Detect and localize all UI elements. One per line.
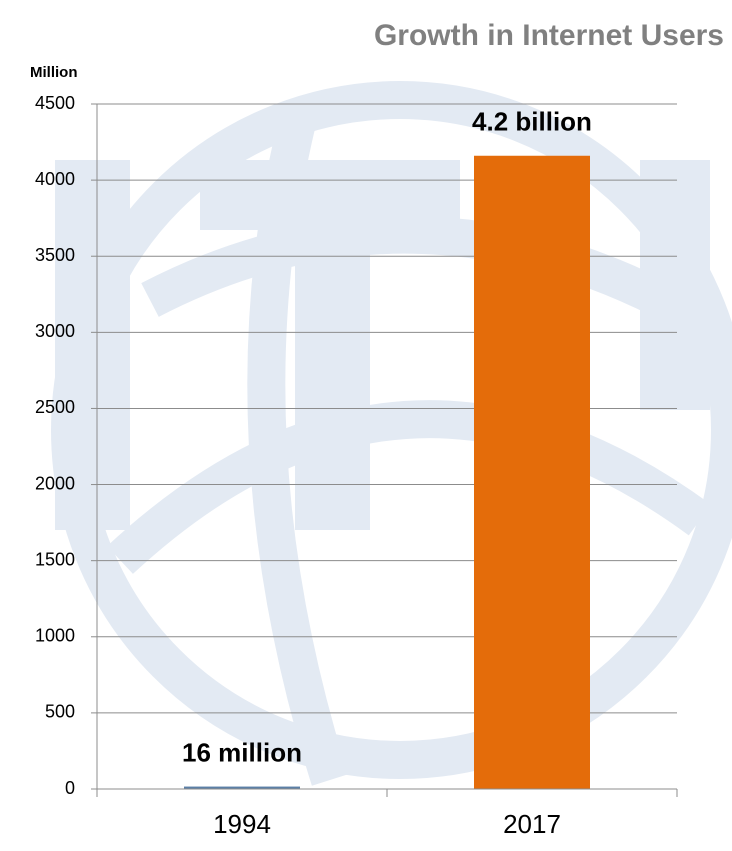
- x-tick-label: 2017: [503, 809, 561, 839]
- x-tick-label: 1994: [213, 809, 271, 839]
- bar: [474, 155, 590, 789]
- data-label: 16 million: [182, 737, 302, 767]
- y-tick-label: 0: [65, 778, 75, 798]
- y-tick-label: 4000: [35, 169, 75, 189]
- y-axis-label: Million: [30, 64, 78, 81]
- y-tick-label: 2000: [35, 473, 75, 493]
- y-tick-label: 3000: [35, 321, 75, 341]
- y-tick-label: 2500: [35, 397, 75, 417]
- y-tick-label: 1500: [35, 549, 75, 569]
- watermark: [51, 81, 732, 786]
- y-tick-label: 1000: [35, 626, 75, 646]
- y-tick-label: 500: [45, 702, 75, 722]
- bar: [184, 786, 300, 789]
- data-label: 4.2 billion: [472, 107, 592, 137]
- y-tick-label: 4500: [35, 93, 75, 113]
- chart-title: Growth in Internet Users: [374, 19, 724, 52]
- y-tick-label: 3500: [35, 245, 75, 265]
